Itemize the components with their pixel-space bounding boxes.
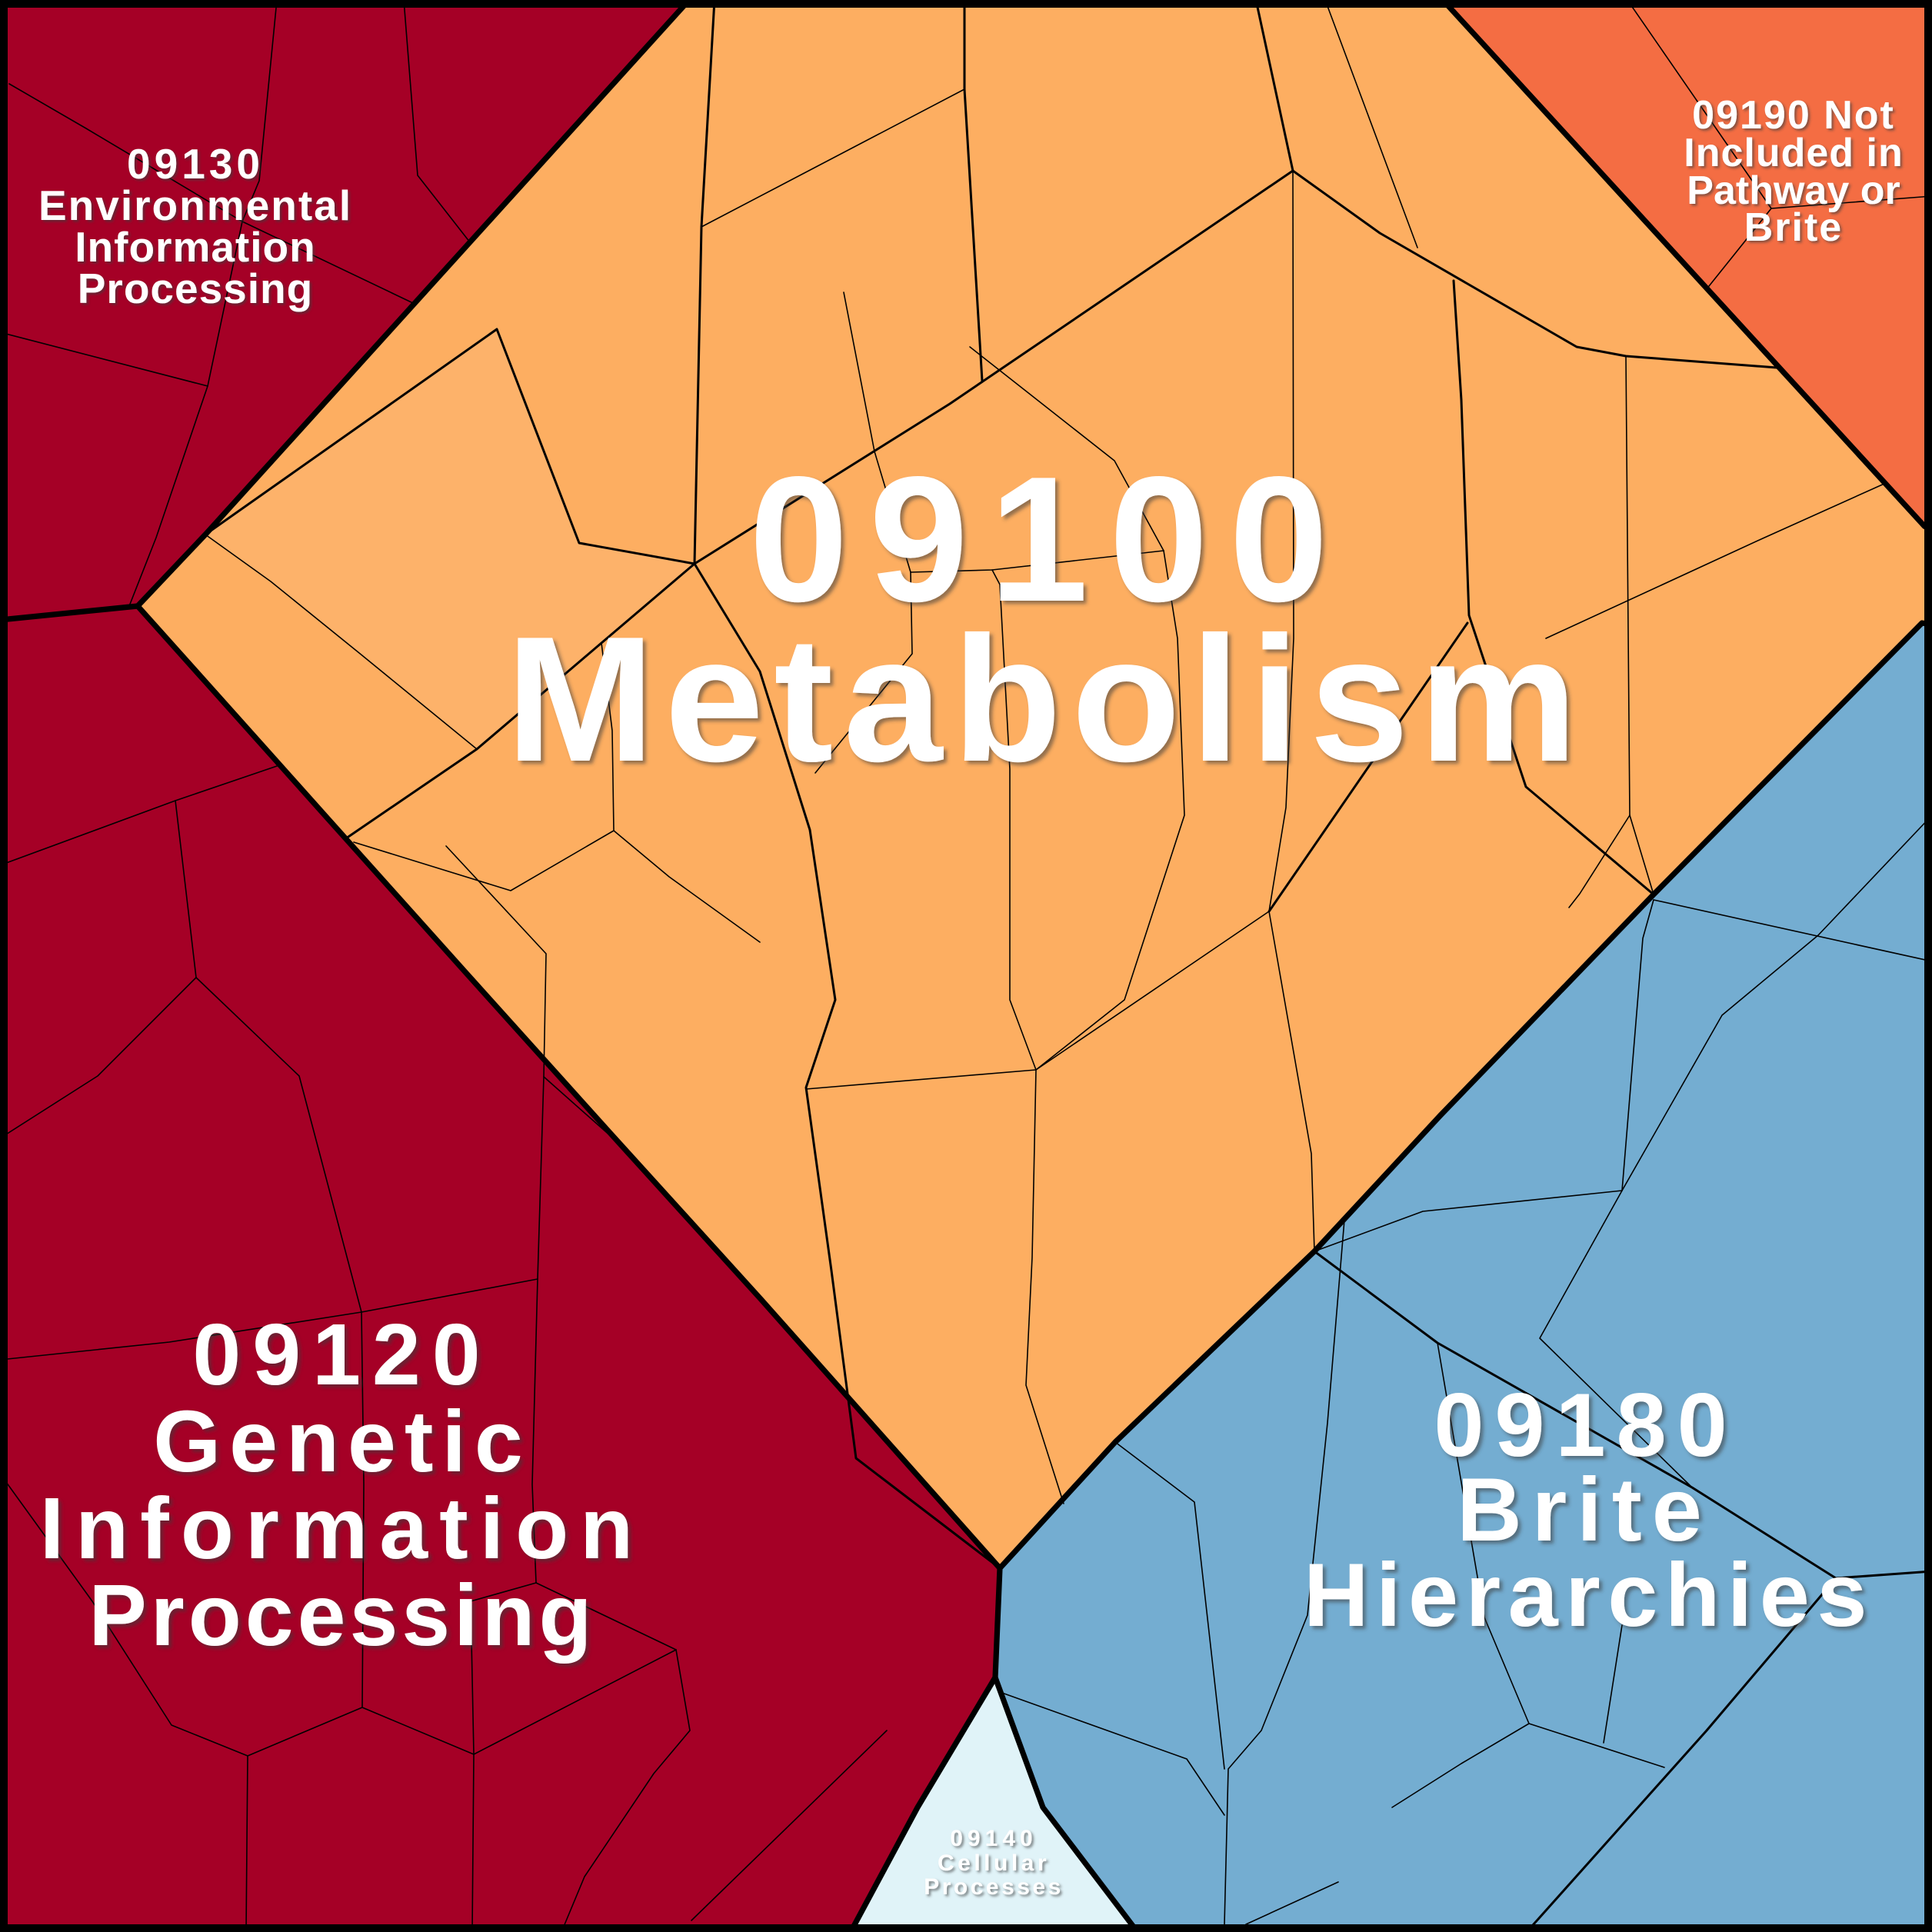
svg-text:Information: Information xyxy=(75,223,315,271)
svg-text:09180: 09180 xyxy=(1434,1374,1737,1475)
svg-text:Processing: Processing xyxy=(88,1567,595,1664)
svg-text:09190 Not: 09190 Not xyxy=(1692,93,1895,138)
svg-text:Environmental: Environmental xyxy=(38,182,352,229)
svg-text:Hierarchies: Hierarchies xyxy=(1304,1544,1874,1645)
svg-text:09100: 09100 xyxy=(749,440,1349,639)
svg-text:Brite: Brite xyxy=(1744,205,1843,250)
svg-text:09140: 09140 xyxy=(950,1826,1037,1851)
svg-text:Processing: Processing xyxy=(78,265,314,312)
svg-text:09130: 09130 xyxy=(127,140,264,188)
svg-text:Genetic: Genetic xyxy=(153,1393,531,1490)
svg-text:Information: Information xyxy=(40,1480,645,1577)
svg-text:09120: 09120 xyxy=(192,1306,491,1403)
svg-text:Processes: Processes xyxy=(924,1874,1064,1900)
svg-text:Pathway or: Pathway or xyxy=(1687,168,1900,213)
svg-text:Cellular: Cellular xyxy=(938,1850,1050,1876)
svg-text:Metabolism: Metabolism xyxy=(506,600,1587,799)
svg-text:Included in: Included in xyxy=(1684,131,1903,175)
svg-text:Brite: Brite xyxy=(1457,1459,1712,1560)
